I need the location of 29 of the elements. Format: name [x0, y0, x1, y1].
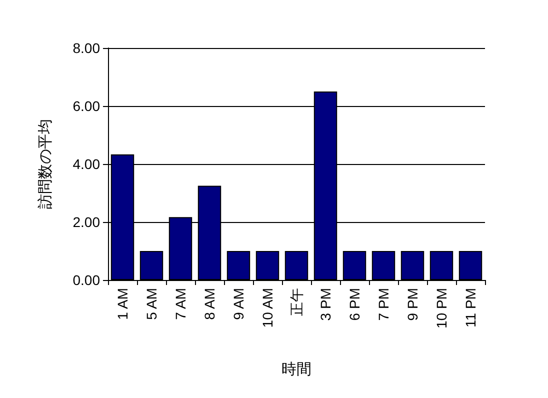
bar: [256, 251, 280, 280]
y-tick-label: 2.00: [72, 214, 100, 230]
bar: [226, 251, 250, 280]
x-tick-label: 5 AM: [144, 288, 160, 320]
x-tick-label: 8 AM: [202, 288, 218, 320]
x-tick-label: 10 PM: [434, 288, 450, 328]
x-tick-label: 1 AM: [114, 288, 130, 320]
bar: [342, 251, 366, 280]
x-tick-label: 9 PM: [404, 288, 420, 321]
bar: [430, 251, 454, 280]
x-tick-label: 6 PM: [346, 288, 362, 321]
x-tick-label: 9 AM: [230, 288, 246, 320]
y-axis-title: 訪問数の平均: [37, 119, 54, 209]
y-tick-label: 0.00: [72, 272, 100, 288]
x-tick-label: 7 PM: [376, 288, 392, 321]
x-tick-label: 7 AM: [172, 288, 188, 320]
x-tick-label: 11 PM: [462, 288, 478, 328]
x-tick-label: 10 AM: [260, 288, 276, 328]
y-tick-label: 4.00: [72, 156, 100, 172]
y-tick-label: 6.00: [72, 98, 100, 114]
bar: [458, 251, 482, 280]
bar: [284, 251, 308, 280]
x-axis-title: 時間: [282, 361, 312, 378]
bar: [140, 251, 164, 280]
y-tick-label: 8.00: [72, 40, 100, 56]
bar: [400, 251, 424, 280]
x-tick-label: 正午: [288, 288, 304, 316]
x-tick-label: 3 PM: [318, 288, 334, 321]
bar: [372, 251, 396, 280]
